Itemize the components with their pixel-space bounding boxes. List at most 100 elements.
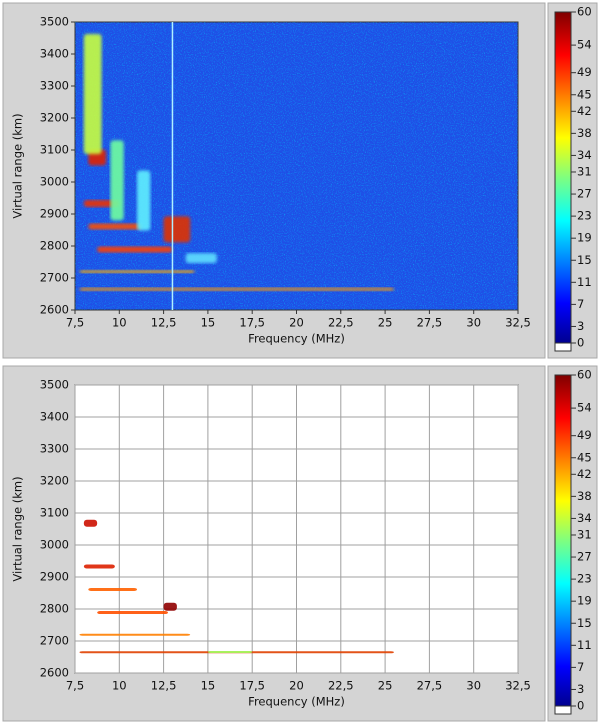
echo-trace — [207, 650, 253, 653]
x-tick-label: 15 — [201, 679, 216, 693]
colorbar — [554, 374, 572, 707]
y-tick-label: 2900 — [40, 207, 69, 221]
colorbar-tick-label: 3 — [577, 319, 584, 333]
x-tick-label: 17,5 — [239, 316, 265, 330]
echo-trace — [88, 223, 142, 230]
y-tick-label: 3000 — [40, 175, 69, 189]
y-tick-label: 2900 — [40, 570, 69, 584]
colorbar-tick-label: 34 — [577, 148, 592, 162]
x-tick-label: 30 — [466, 316, 481, 330]
colorbar-tick-label: 38 — [577, 489, 592, 503]
chart-panel: 7,5 10 12,5 15 17,5 20 22,5 25 27,5 30 32,52600270… — [2, 365, 598, 722]
colorbar-tick-label: 45 — [577, 87, 592, 101]
chart-panel: 7,5 10 12,5 15 17,5 20 22,5 25 27,5 30 32,52600270… — [2, 2, 598, 359]
colorbar-tick-label: 49 — [577, 428, 592, 442]
colorbar-tick-label: 49 — [577, 65, 592, 79]
noise — [75, 22, 518, 310]
colorbar-tick-label: 27 — [577, 187, 592, 201]
echo-trace — [110, 140, 124, 221]
x-axis-label: Frequency (MHz) — [248, 695, 345, 709]
x-tick-label: 32,5 — [505, 316, 531, 330]
colorbar-tick-label: 23 — [577, 209, 592, 223]
x-tick-label: 7,5 — [66, 316, 84, 330]
echo-trace — [97, 611, 169, 615]
colorbar-tick-label: 15 — [577, 616, 592, 630]
echo-trace — [83, 519, 98, 527]
y-tick-label: 3200 — [40, 474, 69, 488]
echo-trace — [163, 602, 177, 611]
colorbar-tick-label: 34 — [577, 511, 592, 525]
x-tick-label: 15 — [201, 316, 216, 330]
y-tick-label: 3400 — [40, 47, 69, 61]
x-tick-label: 7,5 — [66, 679, 84, 693]
colorbar-tick-label: 11 — [577, 638, 592, 652]
colorbar-tick-label: 31 — [577, 527, 592, 541]
colorbar-zero — [554, 342, 572, 352]
colorbar-tick-label: 7 — [577, 297, 584, 311]
y-tick-label: 2700 — [40, 634, 69, 648]
x-tick-label: 12,5 — [151, 316, 177, 330]
x-tick-label: 27,5 — [417, 316, 443, 330]
echo-trace — [88, 587, 138, 591]
y-tick-label: 3200 — [40, 111, 69, 125]
x-tick-label: 27,5 — [417, 679, 443, 693]
colorbar — [554, 11, 572, 344]
x-tick-label: 10 — [112, 316, 127, 330]
colorbar-tick-label: 60 — [577, 5, 592, 19]
colorbar-tick-label: 19 — [577, 594, 592, 608]
y-tick-label: 3300 — [40, 79, 69, 93]
echo-trace — [97, 246, 173, 253]
y-tick-label: 3500 — [40, 378, 69, 392]
colorbar-tick-label: 11 — [577, 275, 592, 289]
y-axis-label: Virtual range (km) — [11, 113, 25, 218]
y-tick-label: 3100 — [40, 143, 69, 157]
colorbar-tick-label: 3 — [577, 682, 584, 696]
y-tick-label: 3400 — [40, 410, 69, 424]
x-tick-label: 20 — [289, 316, 304, 330]
y-axis-label: Virtual range (km) — [11, 476, 25, 581]
echo-trace — [79, 633, 191, 636]
x-tick-label: 20 — [289, 679, 304, 693]
echo-trace — [79, 287, 394, 291]
y-tick-label: 2600 — [40, 666, 69, 680]
echo-trace — [137, 170, 151, 231]
colorbar-tick-label: 31 — [577, 164, 592, 178]
colorbar-tick-label: 7 — [577, 660, 584, 674]
colorbar-tick-label: 15 — [577, 253, 592, 267]
colorbar-tick-label: 60 — [577, 368, 592, 382]
colorbar-tick-label: 38 — [577, 126, 592, 140]
colorbar-zero — [554, 705, 572, 715]
y-tick-label: 3100 — [40, 506, 69, 520]
y-tick-label: 3000 — [40, 538, 69, 552]
x-tick-label: 25 — [378, 316, 393, 330]
colorbar-tick-label: 54 — [577, 401, 592, 415]
x-tick-label: 10 — [112, 679, 127, 693]
x-tick-label: 30 — [466, 679, 481, 693]
x-tick-label: 32,5 — [505, 679, 531, 693]
echo-trace — [185, 253, 217, 264]
x-tick-label: 22,5 — [328, 316, 354, 330]
colorbar-tick-label: 19 — [577, 231, 592, 245]
colorbar-tick-label: 42 — [577, 467, 592, 481]
x-tick-label: 25 — [378, 679, 393, 693]
echo-trace — [83, 34, 102, 154]
y-tick-label: 3500 — [40, 15, 69, 29]
colorbar-tick-label: 45 — [577, 450, 592, 464]
x-tick-label: 22,5 — [328, 679, 354, 693]
y-tick-label: 2700 — [40, 271, 69, 285]
colorbar-tick-label: 23 — [577, 572, 592, 586]
echo-trace — [83, 564, 115, 569]
x-tick-label: 12,5 — [151, 679, 177, 693]
x-tick-label: 17,5 — [239, 679, 265, 693]
y-tick-label: 2600 — [40, 303, 69, 317]
x-axis-label: Frequency (MHz) — [248, 332, 345, 346]
colorbar-tick-label: 54 — [577, 38, 592, 52]
echo-trace — [163, 216, 191, 243]
colorbar-tick-label: 27 — [577, 550, 592, 564]
colorbar-tick-label: 0 — [577, 699, 584, 713]
colorbar-tick-label: 0 — [577, 336, 584, 350]
y-tick-label: 2800 — [40, 602, 69, 616]
colorbar-tick-label: 42 — [577, 104, 592, 118]
